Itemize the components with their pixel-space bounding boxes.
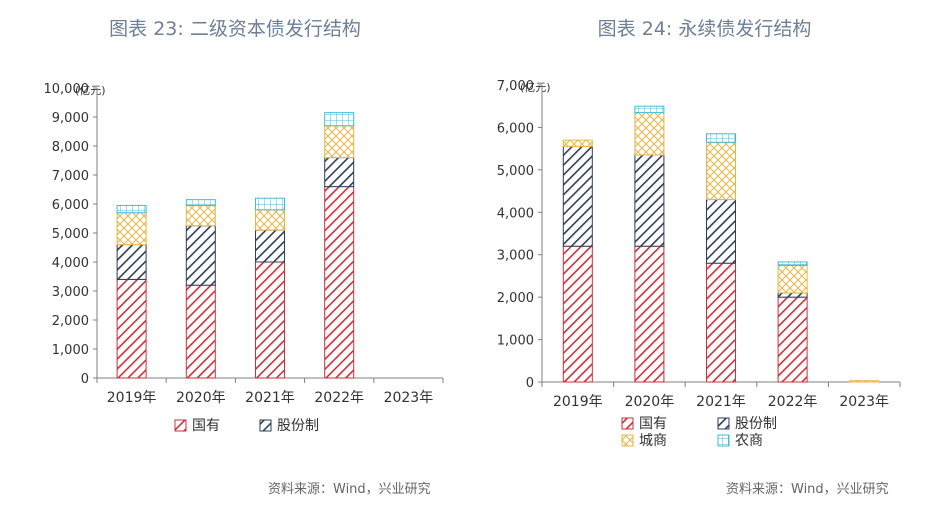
y-tick-label: 5,000 [52,227,89,242]
bar-segment-nongshang-2020- [634,105,665,114]
source-note: 资料来源：Wind，兴业研究 [268,482,431,497]
y-tick-label: 0 [81,372,89,387]
y-tick-label: 1,000 [52,343,89,358]
y-tick-label: 5,000 [497,164,534,179]
legend-label-chengshang: 城商 [639,433,667,449]
chart-title: 图表 24: 永续债发行结构 [597,18,812,40]
bar-segment-chengshang-2022- [777,264,808,294]
bar-segment-nongshang-2022- [324,112,355,127]
legend-swatch-gufenzhi [259,419,272,432]
bar-segment-chengshang-2019- [562,139,593,148]
x-tick-label: 2021年 [696,394,746,410]
y-tick-label: 1,000 [497,334,534,349]
y-tick-label: 4,000 [497,206,534,221]
bar-segment-chengshang-2020- [185,204,216,227]
bar-segment-nongshang-2021- [255,197,285,211]
bar-segment-chengshang-2022- [324,125,355,159]
legend-swatch-chengshang [621,434,634,447]
legend-label-nongshang: 农商 [735,433,763,449]
bar-segment-guoyou-2022- [777,296,808,383]
y-tick-label: 7,000 [497,79,534,94]
bar-segment-guoyou-2021- [706,262,736,383]
bar-segment-gufenzhi-2020- [185,225,216,286]
legend-label-gufenzhi: 股份制 [277,418,319,434]
y-unit-label: (亿元) [520,81,551,94]
y-tick-label: 4,000 [52,256,89,271]
chart-title: 图表 23: 二级资本债发行结构 [109,18,361,40]
bar-segment-chengshang-2021- [255,209,285,231]
legend-label-guoyou: 国有 [192,418,220,434]
legend-swatch-nongshang [717,434,730,447]
bar-segment-guoyou-2022- [324,186,355,379]
y-tick-label: 0 [526,376,534,391]
y-tick-label: 7,000 [52,169,89,184]
bar-segment-gufenzhi-2021- [706,199,736,264]
x-tick-label: 2023年 [839,394,889,410]
chart-panel-perpetual-bonds: 图表 24: 永续债发行结构 0 1,000 2,000 3,000 4,000 5,00… [470,0,939,509]
bar-segment-guoyou-2020- [634,245,665,383]
y-tick-label: 8,000 [52,140,89,155]
bar-segment-gufenzhi-2019- [562,146,593,247]
bar-segment-chengshang-2023- [849,380,880,383]
y-tick-label: 6,000 [52,198,89,213]
bar-segment-nongshang-2022- [777,261,808,266]
bar-segment-gufenzhi-2022- [777,292,808,298]
source-note: 资料来源：Wind，兴业研究 [726,482,889,497]
y-tick-label: 6,000 [497,121,534,136]
x-tick-label: 2022年 [314,390,364,406]
y-tick-label: 2,000 [497,291,534,306]
bar-segment-chengshang-2019- [116,212,147,246]
x-tick-label: 2020年 [625,394,675,410]
bar-segment-nongshang-2021- [706,133,736,143]
legend-swatch-gufenzhi [717,417,730,430]
bar-segment-chengshang-2020- [634,112,665,156]
legend-swatch-guoyou [621,417,634,430]
bar-segment-gufenzhi-2022- [324,157,355,188]
bar-segment-chengshang-2021- [706,141,736,201]
bar-segment-guoyou-2020- [185,284,216,379]
y-tick-label: 10,000 [44,82,90,97]
legend-label-guoyou: 国有 [639,416,667,432]
y-tick-label: 2,000 [52,314,89,329]
y-tick-label: 3,000 [497,249,534,264]
y-tick-label: 9,000 [52,111,89,126]
bar-segment-guoyou-2021- [255,261,285,379]
bar-segment-gufenzhi-2019- [116,244,147,280]
bar-segment-nongshang-2019- [116,204,147,214]
legend-label-gufenzhi: 股份制 [735,416,777,432]
x-tick-label: 2021年 [245,390,295,406]
y-unit-label: (亿元) [75,84,106,97]
x-tick-label: 2019年 [553,394,603,410]
bar-segment-gufenzhi-2020- [634,154,665,247]
bar-segment-guoyou-2019- [562,245,593,383]
chart-svg-perpetual: 0 1,000 2,000 3,000 4,000 5,000 6,000 7,000(亿元)… [497,79,901,449]
x-tick-label: 2023年 [384,390,434,406]
x-tick-label: 2022年 [768,394,818,410]
bar-segment-guoyou-2019- [116,278,147,379]
legend-swatch-guoyou [174,419,187,432]
chart-panel-tier2-capital-bonds: 图表 23: 二级资本债发行结构 0 1,000 2,000 3,000 4,000 5,… [44,18,444,497]
bar-segment-nongshang-2020- [185,199,216,206]
x-tick-label: 2019年 [107,390,157,406]
chart-svg-tier2: 0 1,000 2,000 3,000 4,000 5,000 6,000 7,000 8,00… [44,82,444,434]
x-tick-label: 2020年 [176,390,226,406]
bar-segment-gufenzhi-2021- [255,229,285,263]
y-tick-label: 3,000 [52,285,89,300]
